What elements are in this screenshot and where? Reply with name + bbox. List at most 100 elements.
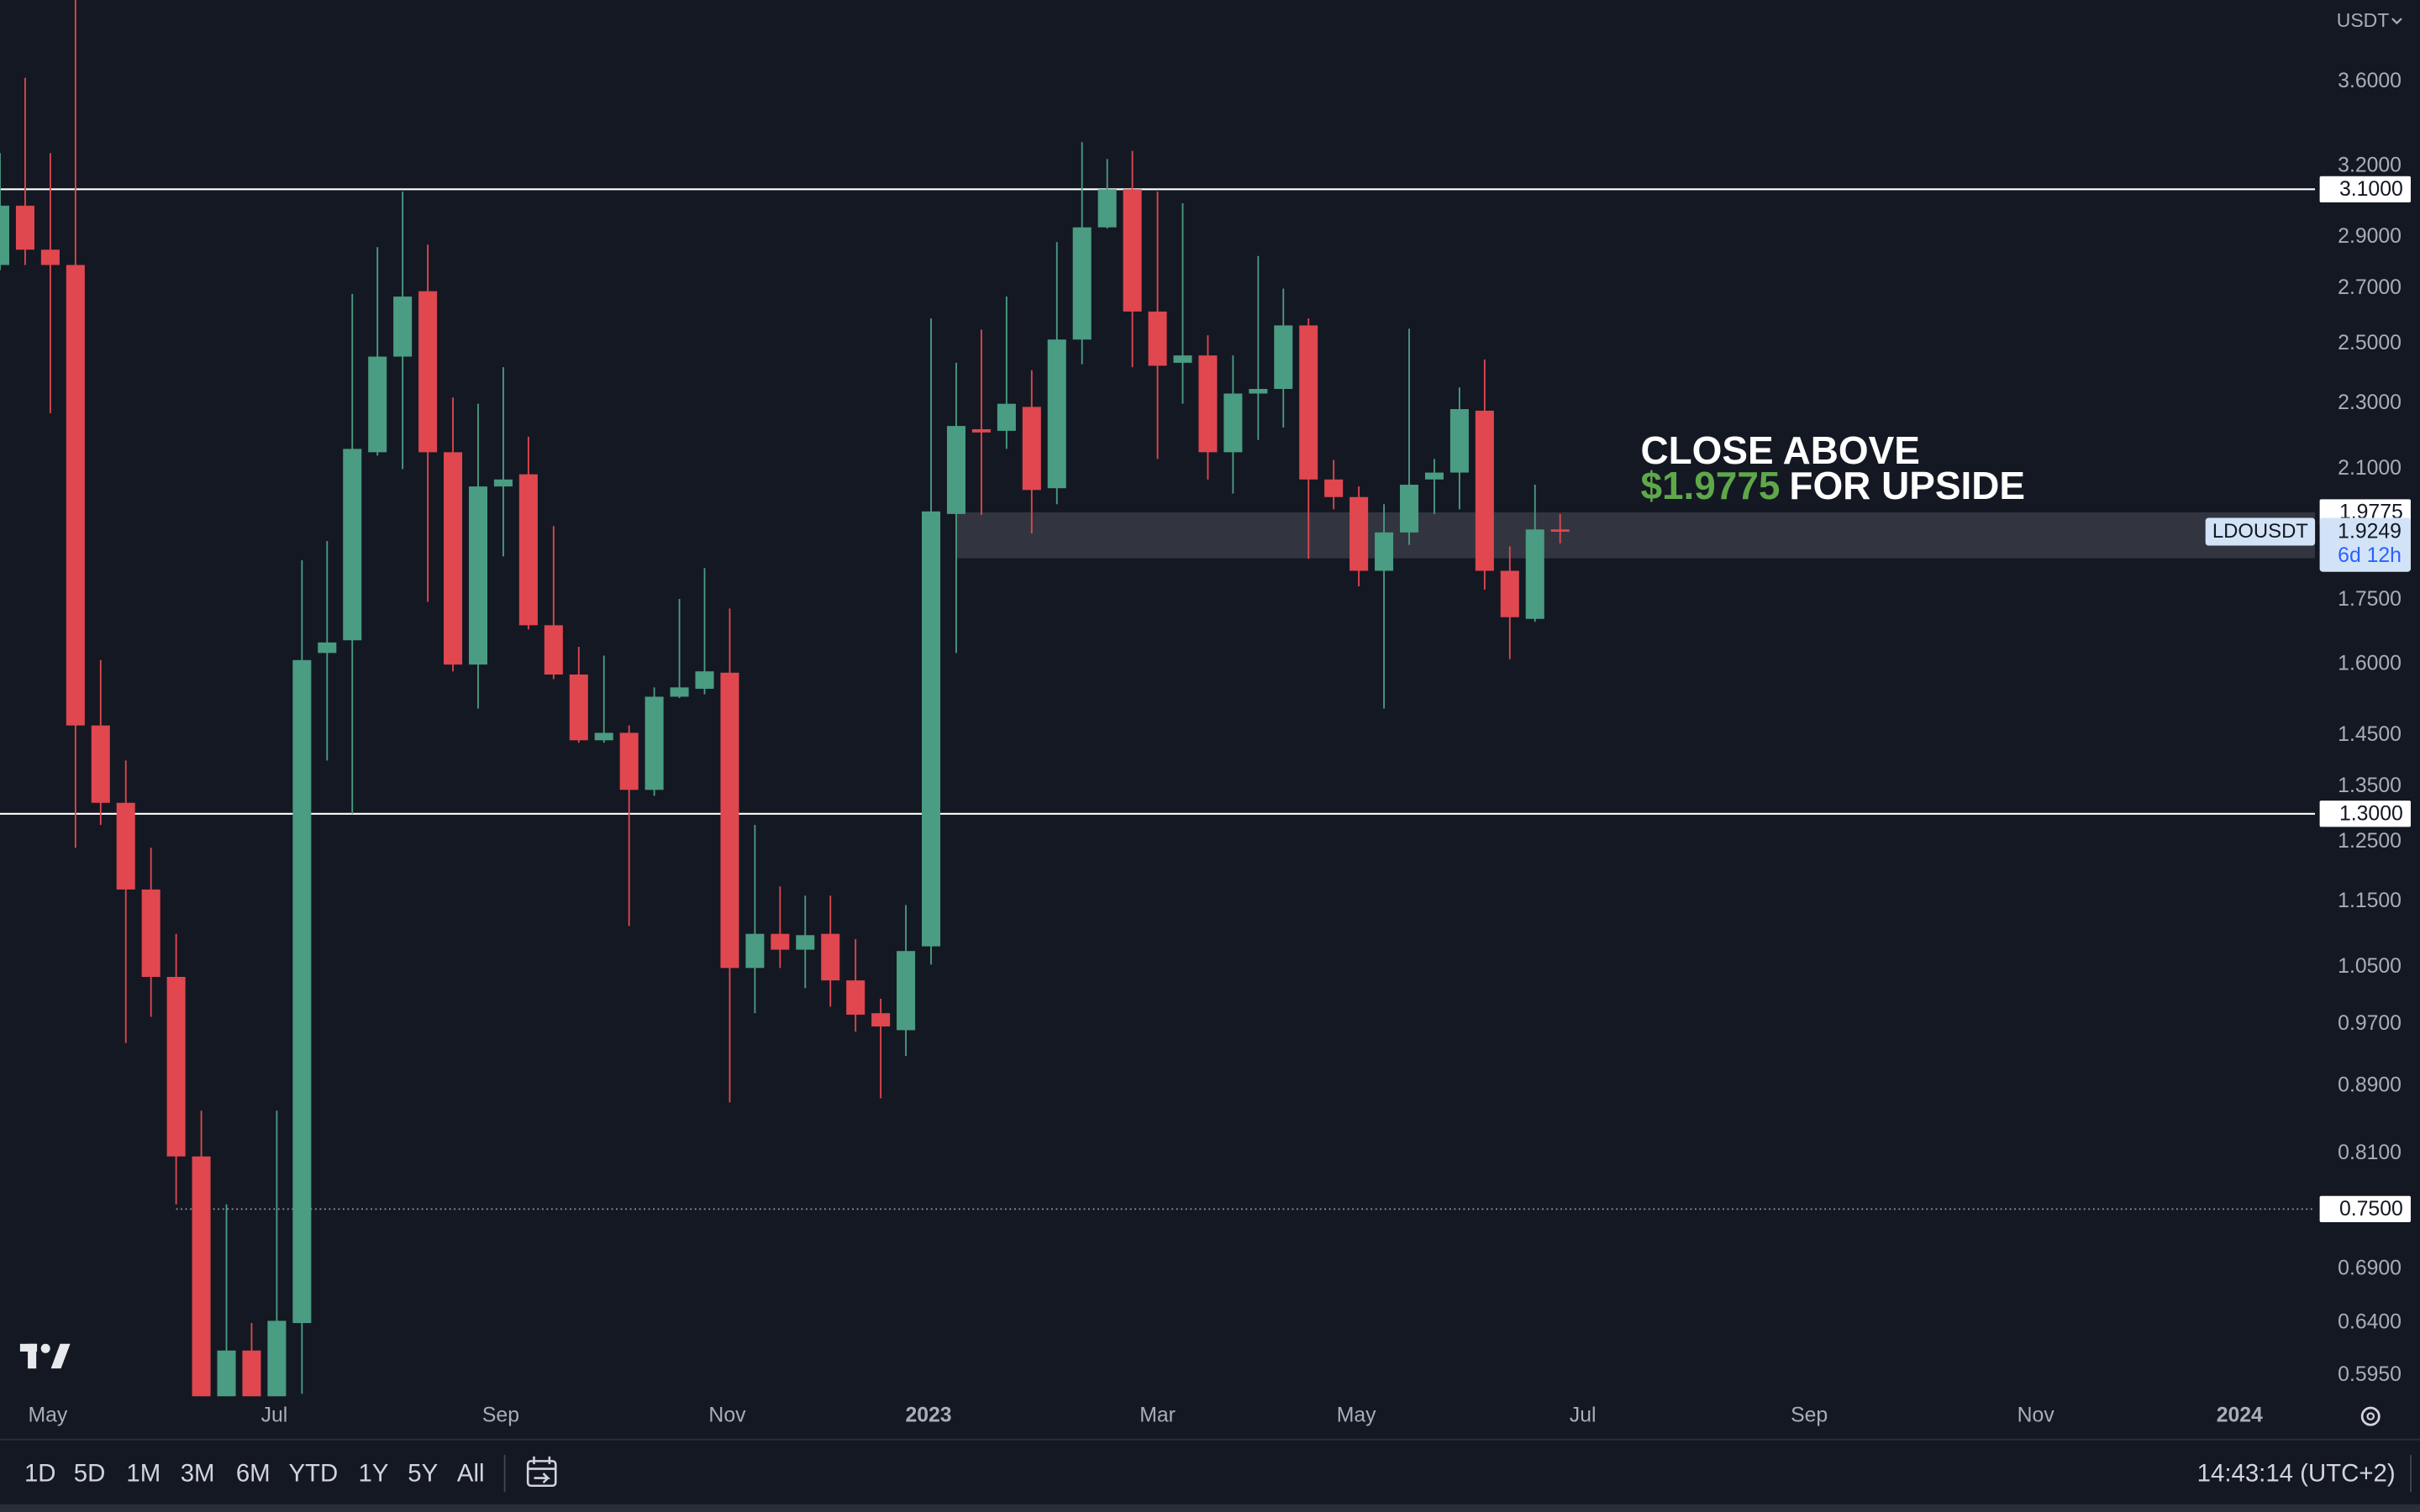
clock: 14:43:14 (UTC+2) [2197,1460,2396,1488]
candle-body [695,671,714,689]
candle-body [242,1350,261,1397]
candle-body [1274,325,1293,390]
candle-body [141,889,160,978]
candle-body [15,205,34,250]
candle-body [1449,409,1469,473]
range-button[interactable]: 5D [74,1460,106,1488]
x-tick-label: Sep [1791,1404,1828,1427]
currency-label[interactable]: USDT [2337,9,2389,31]
logo [19,1343,71,1369]
candle-body [1550,529,1570,532]
zone [955,512,2316,559]
candle-body [897,951,916,1031]
x-tick-label: Jul [1570,1404,1597,1427]
candle-body [771,933,790,950]
candle-body [1097,189,1117,228]
candle-body [1198,355,1218,453]
candle-body [368,356,387,453]
candle-body [1148,311,1167,366]
currency-chevron[interactable] [2391,18,2402,25]
last-price-box [2319,517,2411,572]
range-button[interactable]: 3M [181,1460,215,1488]
y-tick-label: 0.8900 [2338,1074,2402,1097]
y-tick-label: 1.4500 [2338,723,2402,746]
range-button[interactable]: 6M [236,1460,271,1488]
candle-body [1249,389,1268,394]
x-tick-label: Jul [261,1404,288,1427]
y-tick-label: 0.6400 [2338,1311,2402,1334]
x-tick-label: Mar [1139,1404,1176,1427]
candle-body [40,249,60,265]
candle-body [619,732,639,790]
y-tick-label: 1.7500 [2338,588,2402,611]
y-tick-label: 0.8100 [2338,1142,2402,1164]
candle-body [518,474,538,626]
candle-body [1424,472,1444,480]
candle-body [1072,227,1092,340]
candle-body [493,479,513,487]
candle-body [720,672,739,969]
bottom-strip [0,1504,2420,1512]
candle-body [745,933,765,969]
candle-body [971,428,991,433]
candle-body [821,933,840,981]
candle-body [644,696,664,790]
candle-body [594,732,613,741]
candle-body [1324,479,1344,497]
y-tick-label: 3.2000 [2338,155,2402,177]
range-button[interactable]: 1D [24,1460,56,1488]
last-price-label: 1.9249 [2338,520,2402,543]
symbol-label: LDOUSDT [2212,520,2308,543]
x-tick-label: May [1337,1404,1376,1427]
candle-body [544,625,563,675]
candle-body [1525,529,1544,619]
range-button[interactable]: 1M [126,1460,160,1488]
candle-body [670,687,689,697]
price-line-label: 3.1000 [2339,178,2403,201]
candle-body [166,977,186,1157]
price-line-label: 0.7500 [2339,1198,2403,1221]
range-button[interactable]: YTD [288,1460,338,1488]
toolbar: 1D 5D 1M 3M 6M YTD 1Y 5Y All [24,1460,485,1488]
x-tick-label: Sep [482,1404,519,1427]
x-tick-label: Nov [708,1404,746,1427]
range-button[interactable]: 5Y [408,1460,438,1488]
symbol-label-box [2205,517,2316,546]
x-tick-label: May [28,1404,67,1427]
annotation-line: $1.9775 FOR UPSIDE [1640,464,2025,507]
range-button[interactable]: 1Y [359,1460,389,1488]
candle-body [1399,485,1419,533]
candle-body [846,980,865,1015]
y-tick-label: 1.6000 [2338,653,2402,675]
candle-body [1223,393,1243,453]
candle-body [946,426,965,514]
price-line-label-box [2319,801,2411,827]
y-tick-label: 2.7000 [2338,276,2402,299]
y-tick-label: 0.9700 [2338,1012,2402,1035]
candle-body [444,452,463,665]
candle-body [1047,339,1066,489]
y-tick-label: 1.3500 [2338,774,2402,797]
candle-body [0,205,10,265]
candle-body [292,659,312,1324]
candle-body [796,935,815,950]
candle-body [1123,189,1142,312]
y-tick-label: 2.9000 [2338,225,2402,248]
candle-body [393,297,413,357]
candle-body [871,1013,891,1026]
annotation-text: FOR UPSIDE [1789,464,2025,507]
candle-body [418,291,438,453]
date-range-icon[interactable] [526,1456,557,1488]
y-tick-label: 1.2500 [2338,830,2402,853]
candle-body [1173,355,1192,363]
x-tick-label: 2023 [905,1404,951,1427]
settings-icon[interactable] [2360,1406,2381,1426]
candle-body [267,1320,287,1397]
y-tick-label: 2.5000 [2338,332,2402,354]
candle-body [1299,325,1318,480]
price-axis: 3.6000 3.2000 2.9000 2.7000 2.5000 2.3000 2.10… [2338,70,2402,1386]
range-button[interactable]: All [457,1460,485,1488]
